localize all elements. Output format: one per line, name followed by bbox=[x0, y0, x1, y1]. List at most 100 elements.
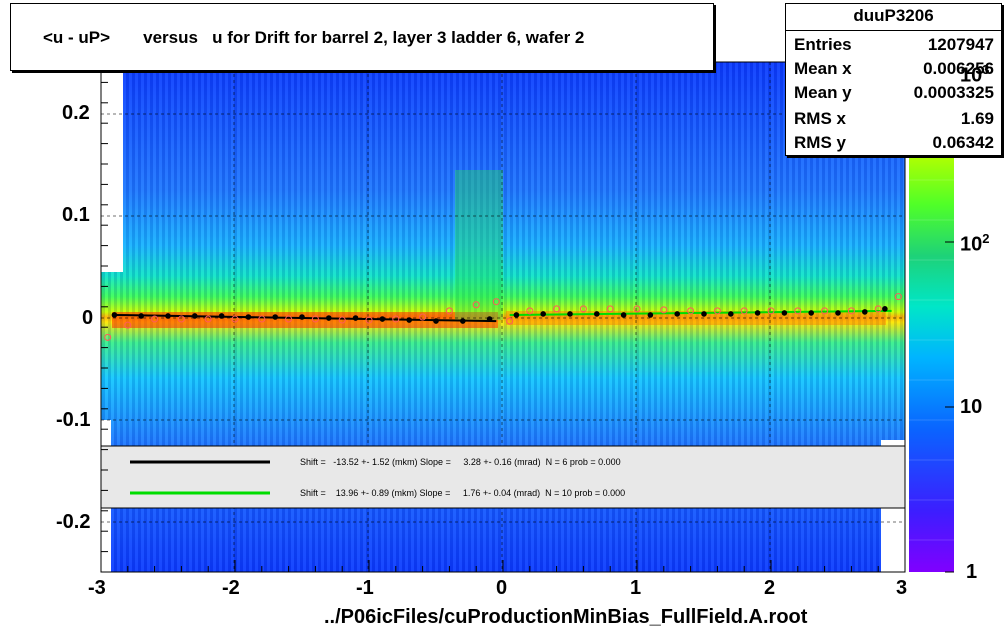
profile-black-point bbox=[754, 310, 761, 316]
colorbar-label: 102 bbox=[960, 231, 990, 256]
stat-entries: Entries 1207947 bbox=[794, 35, 994, 57]
stat-label: RMS y bbox=[794, 133, 846, 152]
profile-red-point bbox=[177, 315, 185, 323]
heatmap-left-empty bbox=[101, 62, 123, 272]
stat-label: Entries bbox=[794, 35, 852, 54]
fit-line-black bbox=[114, 313, 497, 323]
profile-red-point bbox=[258, 315, 266, 323]
profile-red-point bbox=[794, 307, 802, 315]
profile-red-point bbox=[633, 305, 641, 313]
stat-mean-y: Mean y 0.0003325 bbox=[794, 83, 994, 105]
profile-black-point bbox=[138, 313, 144, 319]
profile-red-point bbox=[492, 298, 500, 306]
chart-title: <u - uP> versus u for Drift for barrel 2… bbox=[43, 28, 585, 47]
stat-value: 1207947 bbox=[927, 35, 994, 54]
fit-legend-text-black: Shift = -13.52 +- 1.52 (mkm) Slope = 3.2… bbox=[300, 457, 621, 467]
profile-red-point bbox=[660, 306, 668, 314]
profile-black-point bbox=[165, 313, 171, 319]
y-tick-label: 0 bbox=[82, 307, 94, 329]
profile-red-point bbox=[311, 315, 319, 323]
x-tick-label: 2 bbox=[764, 577, 776, 599]
profile-red-point bbox=[365, 316, 373, 324]
profile-black-point bbox=[835, 310, 841, 316]
profile-red-point bbox=[419, 313, 427, 321]
x-tick-label: 0 bbox=[496, 577, 508, 599]
profile-black-point bbox=[513, 312, 520, 318]
profile-red-point bbox=[894, 293, 902, 301]
profile-red-point bbox=[874, 305, 882, 313]
profile-red-point bbox=[445, 307, 453, 315]
colorbar-label: 10 bbox=[960, 396, 983, 418]
heatmap bbox=[101, 62, 905, 572]
fit-legend-text-green: Shift = 13.96 +- 0.89 (mkm) Slope = 1.76… bbox=[300, 488, 626, 498]
y-tick-label: 0.1 bbox=[62, 204, 90, 226]
y-tick-label: -0.1 bbox=[56, 409, 91, 431]
profile-red-point bbox=[151, 315, 159, 323]
profile-black-point bbox=[808, 310, 814, 316]
profile-black-point bbox=[486, 316, 493, 322]
profile-black-point bbox=[111, 312, 118, 318]
stats-separator bbox=[786, 30, 1001, 31]
stat-mean-x: Mean x 0.006256 bbox=[794, 59, 994, 81]
stats-box: duuP3206 Entries 1207947 Mean x 0.006256… bbox=[785, 3, 1002, 156]
profile-black-point bbox=[460, 318, 466, 324]
profile-red-point bbox=[526, 307, 534, 315]
profile-black-point bbox=[647, 312, 654, 318]
profile-black-point bbox=[192, 313, 198, 319]
profile-red-point bbox=[687, 307, 695, 315]
stat-label: Mean y bbox=[794, 83, 852, 102]
profile-red-point bbox=[606, 305, 614, 313]
profile-red-point bbox=[124, 321, 132, 329]
profile-black-point bbox=[218, 313, 225, 319]
profile-black-point bbox=[326, 315, 332, 321]
profile-red-point bbox=[553, 305, 561, 313]
profile-red bbox=[104, 293, 902, 341]
profile-black-point bbox=[781, 310, 788, 316]
stat-rms-y: RMS y 0.06342 bbox=[794, 133, 994, 155]
profile-red-point bbox=[740, 307, 748, 315]
x-tick-marks bbox=[100, 560, 906, 572]
profile-black-point bbox=[728, 311, 734, 317]
profile-black-point bbox=[594, 311, 600, 317]
stat-value: 0.0003325 bbox=[913, 83, 994, 102]
x-tick-label: -3 bbox=[88, 577, 106, 599]
profile-black-point bbox=[352, 315, 359, 321]
profile-black-point bbox=[674, 311, 680, 317]
profile-red-point bbox=[847, 307, 855, 315]
profile-black-point bbox=[433, 318, 439, 324]
profile-black-point bbox=[379, 316, 386, 322]
stat-value: 0.006256 bbox=[923, 59, 994, 78]
profile-red-point bbox=[231, 315, 239, 323]
profile-black bbox=[111, 306, 888, 324]
profile-red-point bbox=[713, 307, 721, 315]
colorbar-label: 103 bbox=[960, 62, 990, 87]
title-box: <u - uP> versus u for Drift for barrel 2… bbox=[10, 3, 714, 71]
fit-legend bbox=[100, 445, 906, 509]
profile-black-point bbox=[272, 314, 279, 320]
profile-black-point bbox=[406, 317, 413, 323]
x-tick-label: -2 bbox=[222, 577, 240, 599]
profile-red-point bbox=[472, 301, 480, 309]
green-plume bbox=[455, 170, 503, 320]
profile-red-point bbox=[579, 305, 587, 313]
stat-value: 1.69 bbox=[960, 109, 994, 128]
x-tick-label: 1 bbox=[630, 577, 642, 599]
profile-black-point bbox=[701, 311, 707, 317]
x-tick-label: 3 bbox=[896, 577, 908, 599]
grid bbox=[101, 62, 905, 572]
profile-red-point bbox=[821, 307, 829, 315]
profile-black-point bbox=[862, 309, 868, 315]
stats-name: duuP3206 bbox=[853, 6, 934, 25]
profile-black-point bbox=[882, 306, 888, 312]
profile-black-point bbox=[620, 312, 627, 318]
profile-red-point bbox=[338, 316, 346, 324]
profile-red-point bbox=[204, 315, 212, 323]
profile-black-point bbox=[540, 311, 546, 317]
y-tick-label: 0.2 bbox=[62, 102, 90, 124]
profile-red-point bbox=[506, 317, 514, 325]
stat-label: Mean x bbox=[794, 59, 852, 78]
profile-black-point bbox=[567, 311, 573, 317]
profile-black-point bbox=[299, 314, 305, 320]
x-tick-label: -1 bbox=[356, 577, 374, 599]
